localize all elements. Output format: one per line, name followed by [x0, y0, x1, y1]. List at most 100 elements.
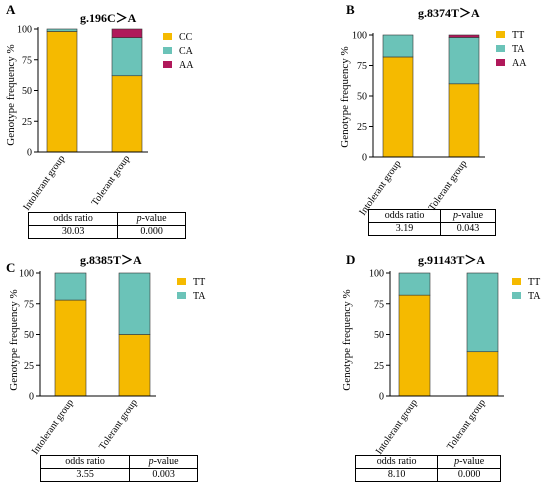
x-tick-label-d-1: Tolerant group — [445, 397, 488, 452]
legend-label-a-ca: CA — [179, 46, 194, 57]
y-tick-label-a-50: 50 — [22, 86, 32, 97]
bar-b-1-tt — [448, 83, 480, 158]
y-tick-label-a-0: 0 — [27, 148, 32, 159]
p-value-header-c: p-value — [129, 455, 198, 469]
bar-a-1-ca — [111, 37, 143, 77]
legend-label-d-ta: TA — [528, 291, 541, 302]
legend-swatch-b-aa — [496, 59, 505, 66]
legend-label-c-tt: TT — [193, 277, 205, 288]
odds-ratio-value-a: 30.03 — [27, 225, 119, 239]
y-tick-label-c-25: 25 — [24, 361, 34, 372]
chart-title-d: g.91143T＞A — [418, 253, 485, 267]
bar-d-1-tt — [466, 351, 499, 397]
legend-label-a-cc: CC — [179, 32, 193, 43]
y-axis-label-c: Genotype frequency % — [8, 289, 20, 390]
legend-swatch-c-ta — [177, 292, 186, 299]
chart-title-c: g.8385T＞A — [80, 253, 142, 267]
p-value-c: 0.003 — [129, 468, 198, 482]
x-tick-label-a-1: Tolerant group — [90, 153, 133, 208]
y-tick-label-a-75: 75 — [22, 55, 32, 66]
x-tick-label-c-1: Tolerant group — [97, 397, 140, 452]
panel-letter-b: B — [346, 2, 355, 17]
bar-b-0-ta — [382, 34, 414, 58]
x-tick-label-b-1: Tolerant group — [427, 158, 470, 213]
odds-table-c: odds ratio p-value 3.55 0.003 — [39, 455, 198, 482]
panel-letter-a: A — [6, 2, 16, 17]
odds-ratio-header-b: odds ratio — [367, 209, 442, 223]
y-tick-label-c-0: 0 — [29, 392, 34, 403]
panel-letter-d: D — [346, 252, 355, 267]
y-tick-label-b-100: 100 — [352, 31, 367, 42]
legend-swatch-c-tt — [177, 278, 186, 285]
y-tick-label-b-25: 25 — [357, 122, 367, 133]
panel-a: Ag.196C＞A Genotype frequency % Intolerant … — [5, 2, 194, 213]
y-tick-label-b-0: 0 — [362, 153, 367, 164]
y-axis-label-a: Genotype frequency % — [5, 44, 17, 145]
y-tick-label-a-100: 100 — [17, 25, 32, 36]
odds-ratio-value-c: 3.55 — [39, 468, 131, 482]
p-value-header-b: p-value — [440, 209, 496, 223]
bar-d-0-tt — [398, 294, 431, 397]
y-tick-label-d-50: 50 — [374, 330, 384, 341]
y-tick-label-d-75: 75 — [374, 299, 384, 310]
x-tick-label-c-0: Intolerant group — [30, 397, 76, 456]
odds-table-d: odds ratio p-value 8.10 0.000 — [354, 455, 501, 482]
y-tick-label-c-75: 75 — [24, 299, 34, 310]
bar-a-1-cc — [111, 75, 143, 153]
chart-title-a: g.196C＞A — [80, 11, 137, 25]
odds-ratio-header-a: odds ratio — [27, 212, 119, 226]
y-tick-label-d-100: 100 — [369, 269, 384, 280]
legend-label-c-ta: TA — [193, 291, 206, 302]
legend-label-b-aa: AA — [512, 58, 527, 69]
odds-table-b: odds ratio p-value 3.19 0.043 — [367, 209, 496, 236]
bar-c-0-ta — [54, 272, 87, 301]
p-value-header-a: p-value — [117, 212, 186, 226]
y-tick-label-b-50: 50 — [357, 92, 367, 103]
y-axis-label-d: Genotype frequency % — [341, 289, 353, 390]
panel-letter-c: C — [6, 260, 15, 275]
bar-d-1-ta — [466, 272, 499, 353]
legend-swatch-d-ta — [512, 292, 521, 299]
x-tick-label-d-0: Intolerant group — [374, 397, 420, 456]
bar-b-1-ta — [448, 37, 480, 85]
legend-label-a-aa: AA — [179, 60, 194, 71]
x-tick-label-a-0: Intolerant group — [21, 153, 67, 212]
p-value-b: 0.043 — [440, 222, 496, 236]
bar-b-1-aa — [448, 34, 480, 38]
p-value-a: 0.000 — [117, 225, 186, 239]
bar-a-0-ca — [46, 28, 78, 32]
y-tick-label-a-25: 25 — [22, 117, 32, 128]
odds-ratio-header-d: odds ratio — [354, 455, 439, 469]
bar-a-1-aa — [111, 28, 143, 38]
y-tick-label-c-50: 50 — [24, 330, 34, 341]
legend-label-b-ta: TA — [512, 44, 525, 55]
y-tick-label-d-0: 0 — [379, 392, 384, 403]
bar-c-0-tt — [54, 299, 87, 397]
p-value-header-d: p-value — [437, 455, 501, 469]
y-tick-label-b-75: 75 — [357, 61, 367, 72]
legend-swatch-a-aa — [163, 61, 172, 68]
bar-a-0-cc — [46, 31, 78, 153]
odds-ratio-header-c: odds ratio — [39, 455, 131, 469]
bar-b-0-tt — [382, 56, 414, 158]
legend-swatch-b-ta — [496, 45, 505, 52]
y-tick-label-d-25: 25 — [374, 361, 384, 372]
chart-title-b: g.8374T＞A — [418, 6, 480, 20]
y-axis-label-b: Genotype frequency % — [339, 46, 351, 147]
odds-table-a: odds ratio p-value 30.03 0.000 — [27, 212, 186, 239]
legend-swatch-a-ca — [163, 47, 172, 54]
legend-swatch-d-tt — [512, 278, 521, 285]
p-value-d: 0.000 — [437, 468, 501, 482]
y-tick-label-c-100: 100 — [19, 269, 34, 280]
bar-c-1-ta — [118, 272, 151, 335]
odds-ratio-value-d: 8.10 — [354, 468, 439, 482]
legend-swatch-b-tt — [496, 31, 505, 38]
legend-label-b-tt: TT — [512, 30, 524, 41]
legend-swatch-a-cc — [163, 33, 172, 40]
legend-label-d-tt: TT — [528, 277, 540, 288]
bar-d-0-ta — [398, 272, 431, 296]
odds-ratio-value-b: 3.19 — [367, 222, 442, 236]
